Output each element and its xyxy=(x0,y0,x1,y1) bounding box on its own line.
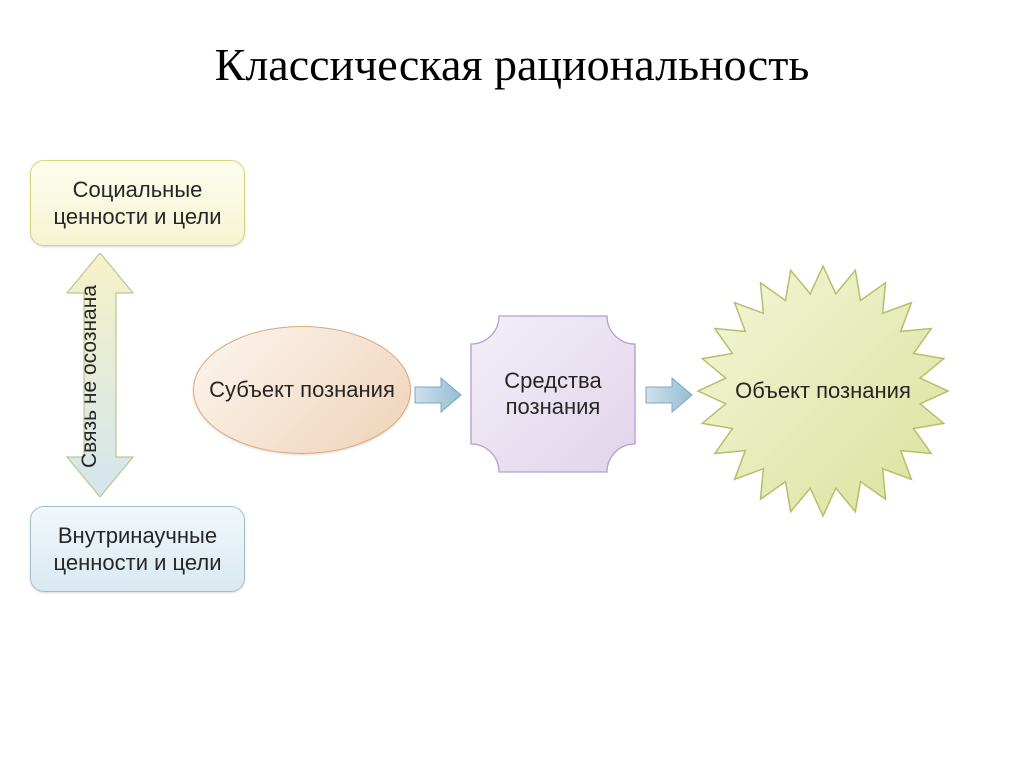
ellipse-subject: Субъект познания xyxy=(193,326,411,454)
box-internal-values: Внутринауч­ные ценности и цели xyxy=(30,506,245,592)
cross-means-label: Средства познания xyxy=(469,368,637,420)
ellipse-subject-label: Субъект познания xyxy=(209,376,395,404)
starburst-object-label: Объект познания xyxy=(694,262,952,520)
arrow-right-2 xyxy=(644,376,694,414)
page-title: Классическая рациональность xyxy=(0,38,1024,91)
arrow-right-1 xyxy=(413,376,463,414)
box-internal-label: Внутринауч­ные ценности и цели xyxy=(49,522,226,577)
box-social-values: Социальные ценности и цели xyxy=(30,160,245,246)
box-social-label: Социальные ценности и цели xyxy=(49,176,226,231)
starburst-object: Объект познания xyxy=(694,262,952,520)
double-arrow-label: Связь не осознана xyxy=(78,284,102,469)
cross-means: Средства познания xyxy=(469,314,637,474)
